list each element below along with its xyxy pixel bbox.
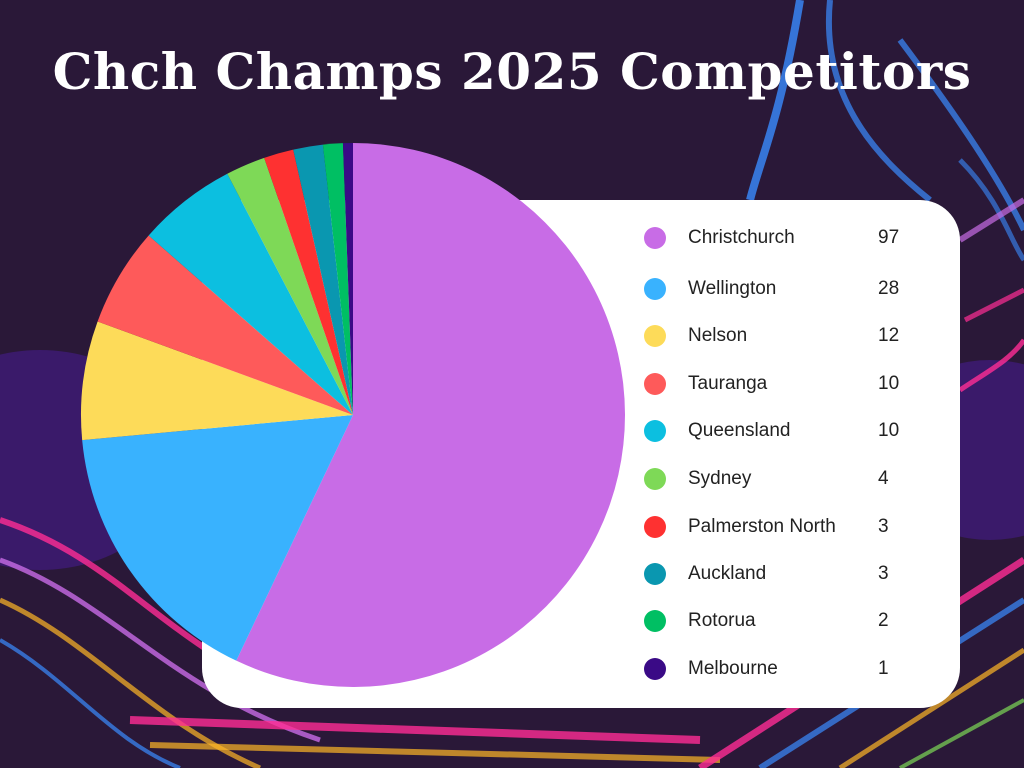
legend-item: Nelson 12: [644, 318, 944, 354]
legend-swatch: [644, 516, 666, 538]
pie-slice-tauranga: [97, 235, 353, 415]
legend-item: Queensland 10: [644, 413, 944, 449]
legend-swatch: [644, 658, 666, 680]
legend-value: 10: [878, 373, 900, 394]
legend-swatch: [644, 227, 666, 249]
legend-item: Rotorua 2: [644, 603, 944, 639]
legend-swatch: [644, 325, 666, 347]
legend-label: Auckland: [688, 563, 767, 584]
pie-slice-wellington: [82, 415, 353, 661]
legend-item: Wellington 28: [644, 271, 944, 307]
legend-swatch: [644, 468, 666, 490]
pie-slice-rotorua: [322, 143, 353, 415]
legend-item: Sydney 4: [644, 461, 944, 497]
pie-slice-sydney: [227, 157, 353, 415]
legend-value: 97: [878, 227, 900, 248]
legend-label: Tauranga: [688, 373, 768, 394]
legend-swatch: [644, 610, 666, 632]
legend-value: 2: [878, 610, 889, 631]
legend-item: Auckland 3: [644, 556, 944, 592]
legend-value: 3: [878, 516, 889, 537]
pie-slice-queensland: [148, 173, 353, 415]
legend-item: Tauranga 10: [644, 366, 944, 402]
legend-swatch: [644, 373, 666, 395]
legend-value: 28: [878, 278, 900, 299]
legend-item: Palmerston North 3: [644, 509, 944, 545]
pie-slice-nelson: [81, 321, 354, 441]
legend-value: 3: [878, 563, 889, 584]
legend-label: Melbourne: [688, 658, 778, 679]
legend-swatch: [644, 278, 666, 300]
legend-swatch: [644, 563, 666, 585]
legend-value: 1: [878, 658, 889, 679]
legend-label: Christchurch: [688, 227, 795, 248]
legend-label: Nelson: [688, 325, 748, 346]
page-title: Chch Champs 2025 Competitors: [52, 42, 972, 101]
legend-value: 12: [878, 325, 900, 346]
legend-label: Palmerston North: [688, 516, 836, 537]
legend-item: Melbourne 1: [644, 651, 944, 687]
legend-swatch: [644, 420, 666, 442]
legend-label: Rotorua: [688, 610, 756, 631]
legend-label: Queensland: [688, 420, 791, 441]
legend-label: Sydney: [688, 468, 752, 489]
legend-label: Wellington: [688, 278, 777, 299]
pie-slice-melbourne: [342, 143, 353, 415]
legend-value: 10: [878, 420, 900, 441]
legend-value: 4: [878, 468, 889, 489]
pie-slice-palmerston-north: [264, 149, 353, 415]
legend-item: Christchurch 97: [644, 220, 944, 256]
pie-slice-christchurch: [236, 143, 626, 687]
pie-slice-auckland: [293, 144, 353, 415]
